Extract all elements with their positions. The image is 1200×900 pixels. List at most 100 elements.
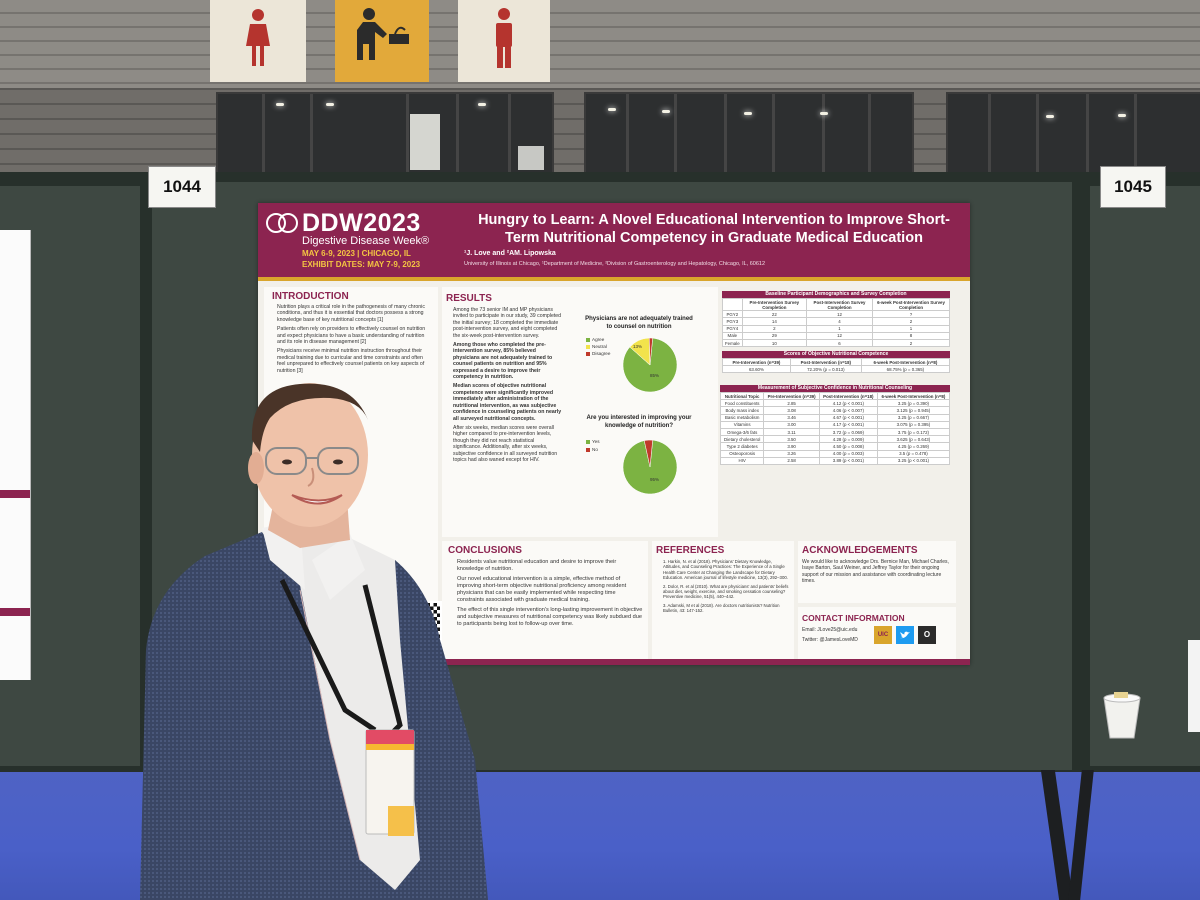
mens-restroom-sign	[458, 0, 550, 82]
demographics-row: PGY4 2 1 1	[722, 324, 950, 333]
hall-window-left	[216, 92, 554, 176]
results-bullet: After six weeks, median scores were over…	[453, 424, 558, 463]
ddw-subtitle: Digestive Disease Week®	[302, 235, 430, 247]
confidence-cell: 3.25 (p < 0.001)	[876, 456, 951, 465]
man-icon	[496, 8, 512, 68]
confidence-cell: 4.00 (p = 0.003)	[818, 449, 878, 458]
confidence-cell: 2.58	[763, 456, 820, 465]
intro-bullet: Physicians receive minimal nutrition ins…	[277, 348, 425, 374]
demographics-cell: PGY4	[722, 324, 743, 333]
confidence-cell: Body mass index	[719, 406, 765, 415]
references-heading: REFERENCES	[656, 545, 725, 556]
references-text: 1. Harkin, N. et al (2018). Physicians' …	[658, 559, 790, 617]
confidence-cell: 3.25 (p = 0.390)	[876, 399, 951, 408]
results-bullet: Among the 73 senior IM and MP physicians…	[453, 307, 562, 339]
confidence-cell: 4.67 (p < 0.001)	[818, 413, 878, 422]
confidence-cell: 3.5 (p = 0.478)	[876, 449, 951, 458]
qr-code[interactable]	[400, 601, 442, 643]
ddw-logo-icon	[266, 213, 298, 233]
results-heading: RESULTS	[446, 293, 492, 304]
confidence-row: Osteoporosis 3.26 4.00 (p = 0.003) 3.5 (p =…	[719, 449, 951, 458]
demographics-header-row: Pre-Intervention Survey Completion Post-I…	[722, 297, 950, 312]
table1-title: Baseline Participant Demographics and Su…	[722, 291, 950, 298]
confidence-cell: 3.11	[763, 427, 820, 437]
outlook-icon[interactable]: O	[918, 626, 936, 644]
right-edge-paper	[1188, 640, 1200, 732]
chart1-label-neutral: 13%	[633, 344, 643, 349]
contact-twitter[interactable]: Twitter: @JamesLoveMD	[802, 637, 858, 643]
demographics-cell: 12	[805, 331, 874, 340]
confidence-cell: 3.08	[763, 406, 820, 415]
booth-number-left: 1044	[148, 166, 216, 208]
demographics-cell: 8	[872, 331, 950, 340]
objective-score-row: 63.60% 72.20% (p = 0.013) 68.75% (p = 0.36…	[722, 365, 951, 374]
pie-slice-disagree	[649, 337, 653, 366]
contact-heading: CONTACT INFORMATION	[802, 613, 905, 623]
confidence-cell: Type 2 diabetes	[719, 442, 765, 451]
demographics-cell: 22	[741, 310, 808, 319]
conclusions-text: Residents value nutritional education an…	[452, 559, 644, 631]
chart2-question: Are you interested in improving your kno…	[586, 415, 692, 429]
confidence-cell: 3.625 (p = 0.643)	[876, 435, 951, 444]
results-bullet: Median scores of objective nutritional c…	[453, 383, 562, 422]
demographics-cell: PGY2	[722, 310, 743, 319]
confidence-row: Food constituents 2.85 4.12 (p < 0.001) 3.2…	[719, 399, 951, 408]
chart2-label-yes: 95%	[650, 477, 660, 482]
demographics-cell: 6	[805, 338, 874, 348]
confidence-header-row: Nutritional Topic Pre-Intervention (n=39)…	[719, 391, 951, 401]
gold-divider	[258, 277, 970, 281]
objective-score-header-cell: Pre-Intervention (n=39)	[722, 357, 791, 367]
confidence-header-cell: Nutritional Topic	[719, 391, 765, 401]
confidence-cell: HIV	[719, 456, 765, 465]
womens-restroom-sign	[210, 0, 306, 82]
hall-window-right	[946, 92, 1200, 176]
reference-item: 1. Harkin, N. et al (2018). Physicians' …	[663, 559, 788, 581]
chart1-legend-agree: Agree	[586, 337, 604, 342]
confidence-cell: Osteoporosis	[719, 449, 765, 458]
objective-score-header-cell: Post-Intervention (n=18)	[789, 357, 862, 367]
acknowledgements-text: We would like to acknowledge Drs. Bernic…	[802, 559, 949, 585]
confidence-header-cell: Post-Intervention (n=18)	[818, 391, 878, 401]
confidence-row: Basic metabolism 3.46 4.67 (p < 0.001) 3.25…	[719, 413, 951, 422]
booth-number-right: 1045	[1100, 166, 1166, 208]
confidence-cell: 3.89 (p < 0.001)	[818, 456, 878, 465]
conclusion-bullet: Our novel educational intervention is a …	[457, 576, 627, 603]
chart1-legend-neutral: Neutral	[586, 344, 607, 349]
objective-score-header-row: Pre-Intervention (n=39) Post-Intervention…	[722, 357, 951, 367]
confidence-cell: 4.17 (p < 0.001)	[818, 420, 878, 429]
contact-email[interactable]: Email: JLove25@uic.edu	[802, 627, 858, 633]
demographics-table: Pre-Intervention Survey Completion Post-I…	[722, 297, 950, 348]
chart1-question: Physicians are not adequately trained to…	[585, 316, 693, 330]
confidence-row: Omega-3/6 fats 3.11 3.72 (p = 0.069) 3.75 (…	[719, 427, 951, 437]
poster-title: Hungry to Learn: A Novel Educational Int…	[478, 212, 950, 246]
confidence-cell: 4.12 (p < 0.001)	[818, 399, 878, 408]
pie-slice-no	[643, 439, 653, 468]
twitter-icon[interactable]	[896, 626, 914, 644]
confidence-cell: Vitamins	[719, 420, 765, 429]
demographics-cell: 10	[741, 338, 808, 348]
demographics-cell: ?	[872, 310, 950, 319]
demographics-cell: 12	[805, 310, 874, 319]
results-column	[442, 287, 718, 537]
demographics-cell: 29	[741, 331, 808, 340]
pie-chart-training	[622, 337, 678, 393]
demographics-cell: PGY3	[722, 317, 743, 326]
demographics-cell: Male	[722, 331, 743, 340]
neighbor-poster	[0, 230, 31, 680]
chart2-legend-yes: Yes	[586, 439, 600, 444]
ddw-exhibit-dates: EXHIBIT DATES: MAY 7-9, 2023	[302, 260, 421, 269]
right-board	[1090, 186, 1200, 766]
confidence-cell: Omega-3/6 fats	[719, 427, 765, 437]
confidence-cell: 3.46	[763, 413, 820, 422]
confidence-cell: 3.72 (p = 0.069)	[818, 427, 878, 437]
results-bullet: Among those who completed the pre-interv…	[453, 342, 553, 381]
reference-item: 2. Dolor, R. et al (2010). What are phys…	[663, 583, 789, 600]
demographics-cell: 2	[741, 324, 808, 333]
poster-authors: ¹J. Love and ²AM. Lipowska	[464, 250, 556, 257]
acknowledgements-box	[798, 541, 956, 603]
paper-cup	[1103, 692, 1141, 739]
objective-score-cell: 63.60%	[722, 365, 791, 374]
demographics-header-cell: Pre-Intervention Survey Completion	[741, 297, 808, 312]
uic-logo-icon: UIC	[874, 626, 892, 644]
chart1-label-agree: 85%	[650, 373, 660, 378]
